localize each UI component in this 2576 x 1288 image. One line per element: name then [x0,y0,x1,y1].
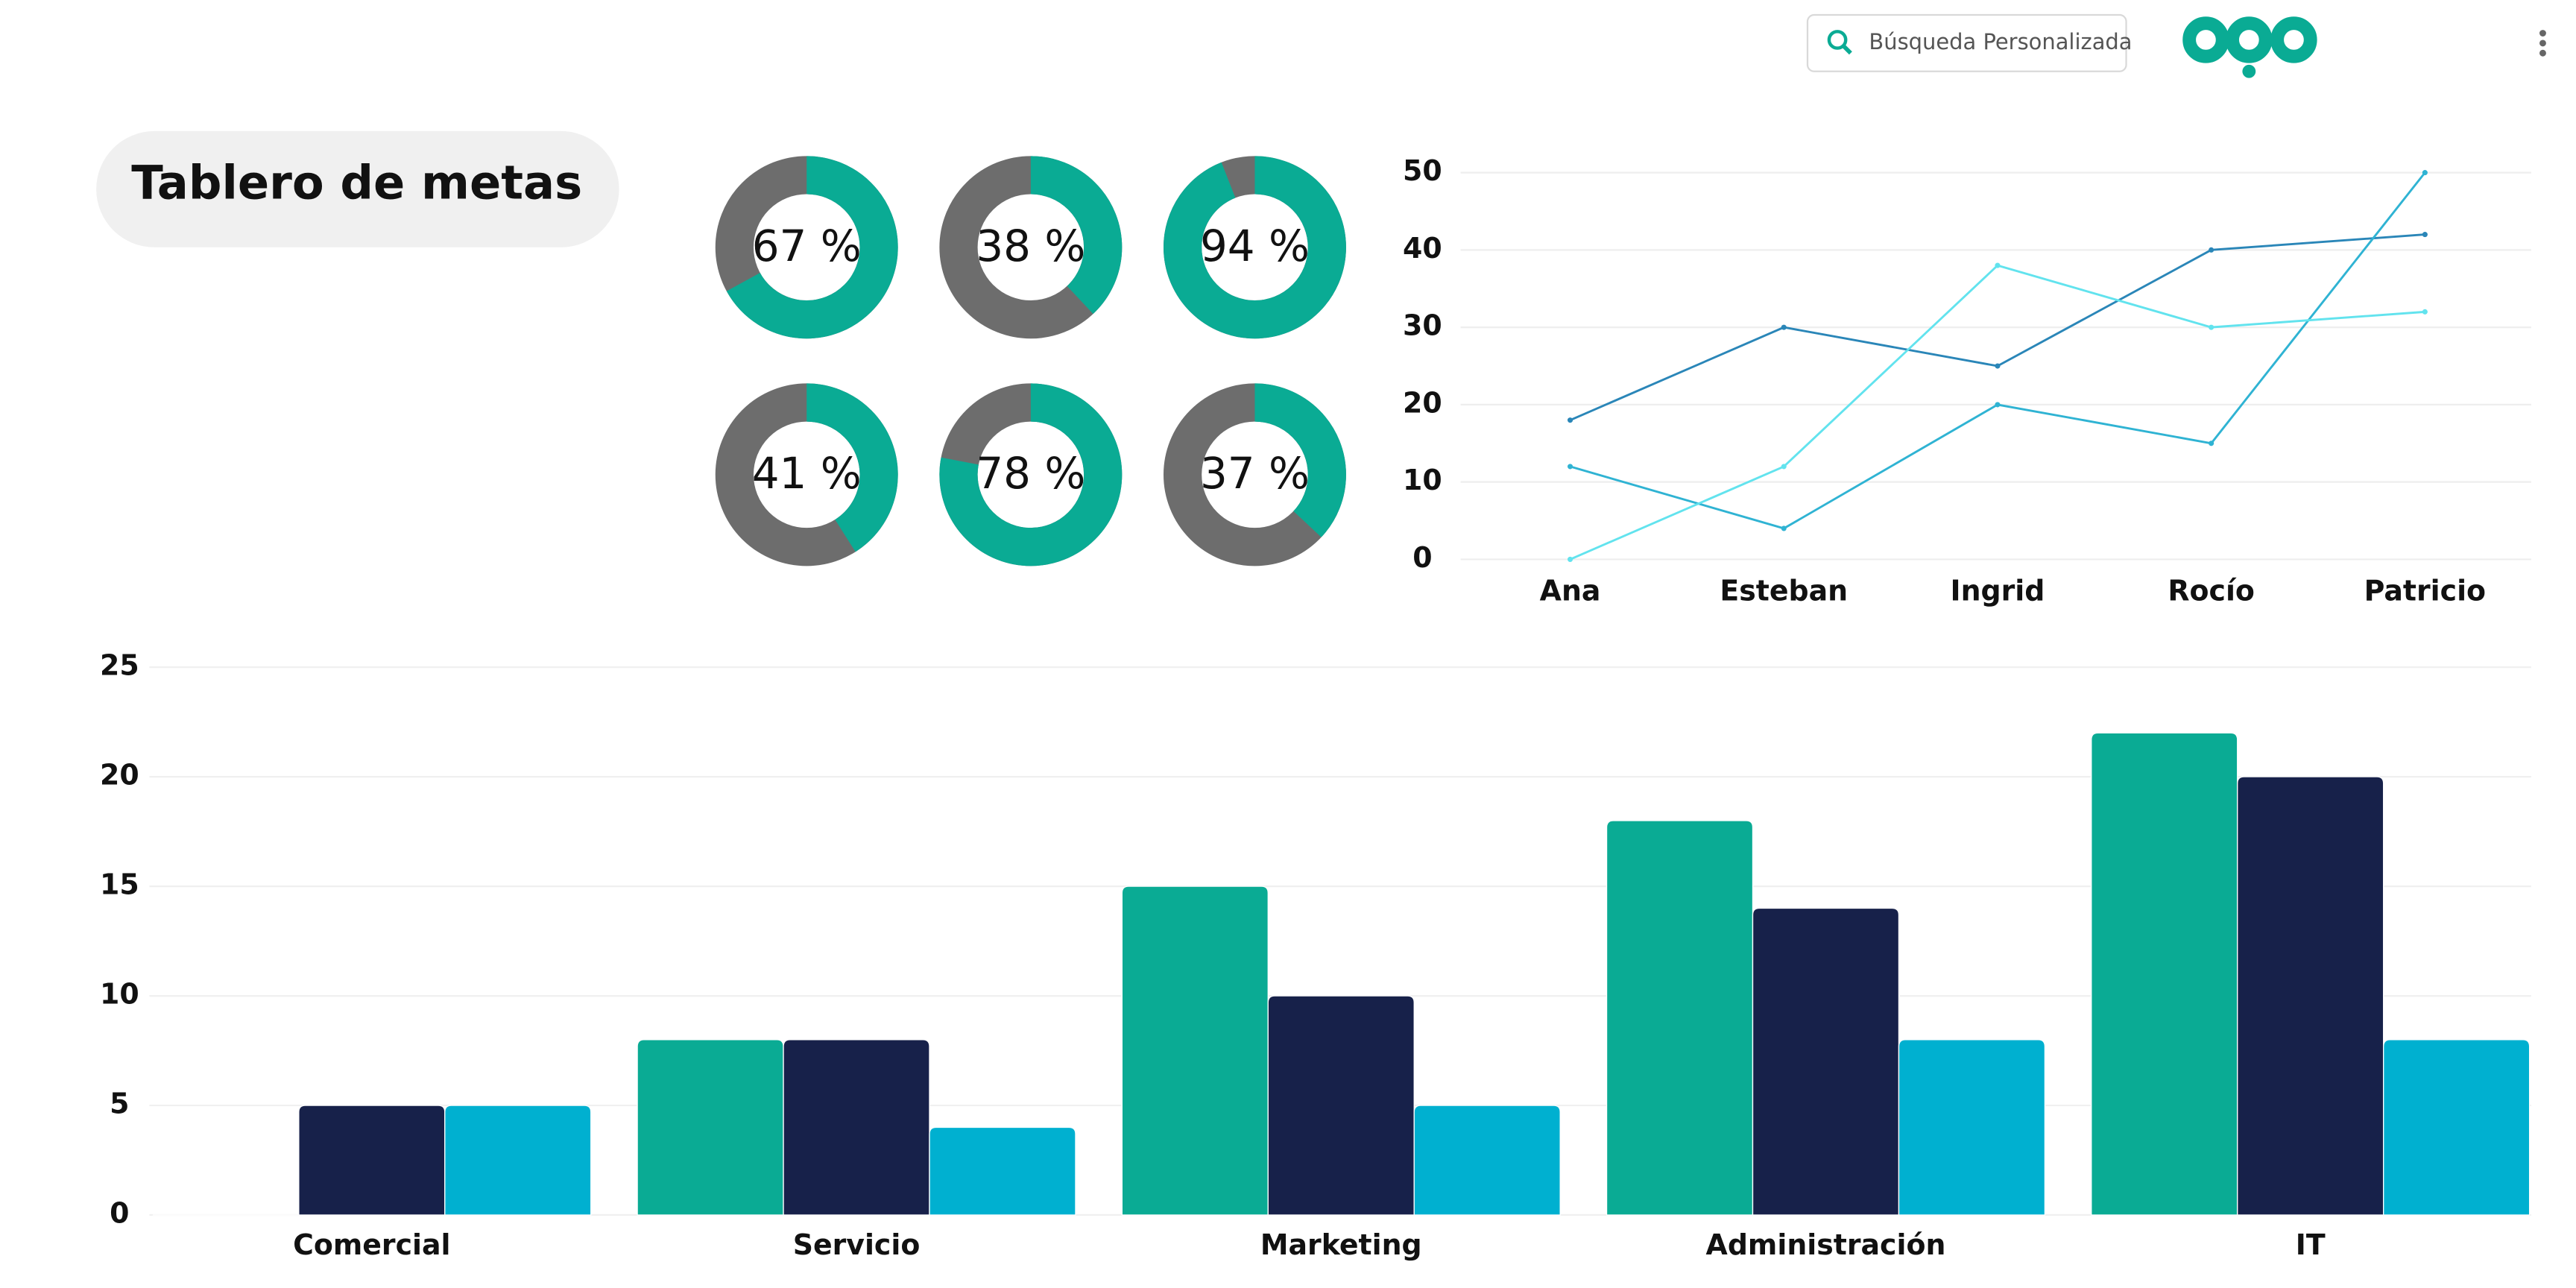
dashboard-title: Tablero de metas [131,155,582,209]
y-tick-label: 30 [1403,309,1442,342]
line-point [1781,324,1787,330]
line-point [1567,464,1573,470]
search-icon [1843,45,1852,55]
bar [1752,907,1900,1216]
y-tick-label: 20 [100,759,139,792]
line-point [1567,417,1573,423]
line-point [1781,525,1787,531]
y-tick-label: 10 [100,978,139,1011]
line-point [2209,441,2214,446]
y-tick-label: 50 [1403,154,1442,187]
line-point [2209,324,2214,330]
x-tick-label: Esteban [1720,574,1848,607]
menu-dot [2539,40,2546,47]
bar [2237,776,2384,1216]
line-series [1569,264,2425,561]
line-point [2422,309,2428,315]
y-tick-label: 40 [1403,232,1442,265]
menu-button[interactable] [2539,30,2546,57]
x-tick-label: Marketing [1260,1228,1422,1261]
logo-shape [2182,16,2229,63]
bar [1898,1039,2046,1216]
y-tick-label: 25 [100,649,139,682]
search-box[interactable]: Búsqueda Personalizada [1806,13,2133,72]
bar [637,1039,784,1216]
bar [929,1126,1076,1216]
y-tick-label: 0 [1412,541,1432,574]
donut-arc [1163,156,1346,339]
bar [1413,1105,1561,1216]
line-point [2209,247,2214,253]
menu-dot [2539,49,2546,57]
line-point [1995,262,2001,268]
search-icon [1827,30,1848,50]
y-tick-label: 0 [110,1197,129,1230]
logo[interactable] [2182,16,2317,78]
logo-shape [2270,16,2317,63]
menu-dot [2539,30,2546,37]
donut-label: 94 % [1200,221,1310,271]
logo-shape [2226,16,2273,63]
x-tick-label: Rocío [2168,574,2255,607]
bar [2383,1039,2531,1216]
x-tick-label: Administración [1706,1228,1946,1261]
x-tick-label: Ana [1540,574,1601,607]
line-point [2422,170,2428,176]
donut-arc [939,383,1123,566]
line-point [1995,402,2001,408]
bar [1606,820,1754,1216]
y-tick-label: 20 [1403,386,1442,419]
y-tick-label: 5 [110,1087,129,1120]
bar [2091,732,2238,1216]
line-point [1781,464,1787,470]
line-point [2422,232,2428,238]
bar [783,1039,930,1216]
donut-arc [1163,383,1346,566]
bar [444,1105,592,1216]
x-tick-label: Servicio [793,1228,921,1261]
donut-arc [939,156,1123,339]
line-point [1995,363,2001,369]
logo-shape [2242,64,2256,78]
donut-label: 78 % [976,448,1085,499]
donut-label: 38 % [976,221,1085,271]
title-pill [96,130,619,247]
bar [1267,995,1415,1216]
x-tick-label: Ingrid [1951,574,2045,607]
donut-arc [715,156,898,339]
bar [1121,886,1269,1216]
search-placeholder: Búsqueda Personalizada [1869,29,2132,54]
x-tick-label: Comercial [293,1228,450,1261]
x-tick-label: IT [2296,1228,2326,1261]
search-field[interactable] [1806,13,2127,72]
donut-arc [715,383,898,566]
donut-label: 41 % [752,448,862,499]
donut-label: 37 % [1200,448,1310,499]
donut-label: 67 % [752,221,862,271]
y-tick-label: 15 [100,868,139,901]
line-point [1567,556,1573,562]
line-series [1570,171,2426,530]
y-tick-label: 10 [1403,464,1442,496]
x-tick-label: Patricio [2364,574,2486,607]
bar [298,1105,446,1216]
